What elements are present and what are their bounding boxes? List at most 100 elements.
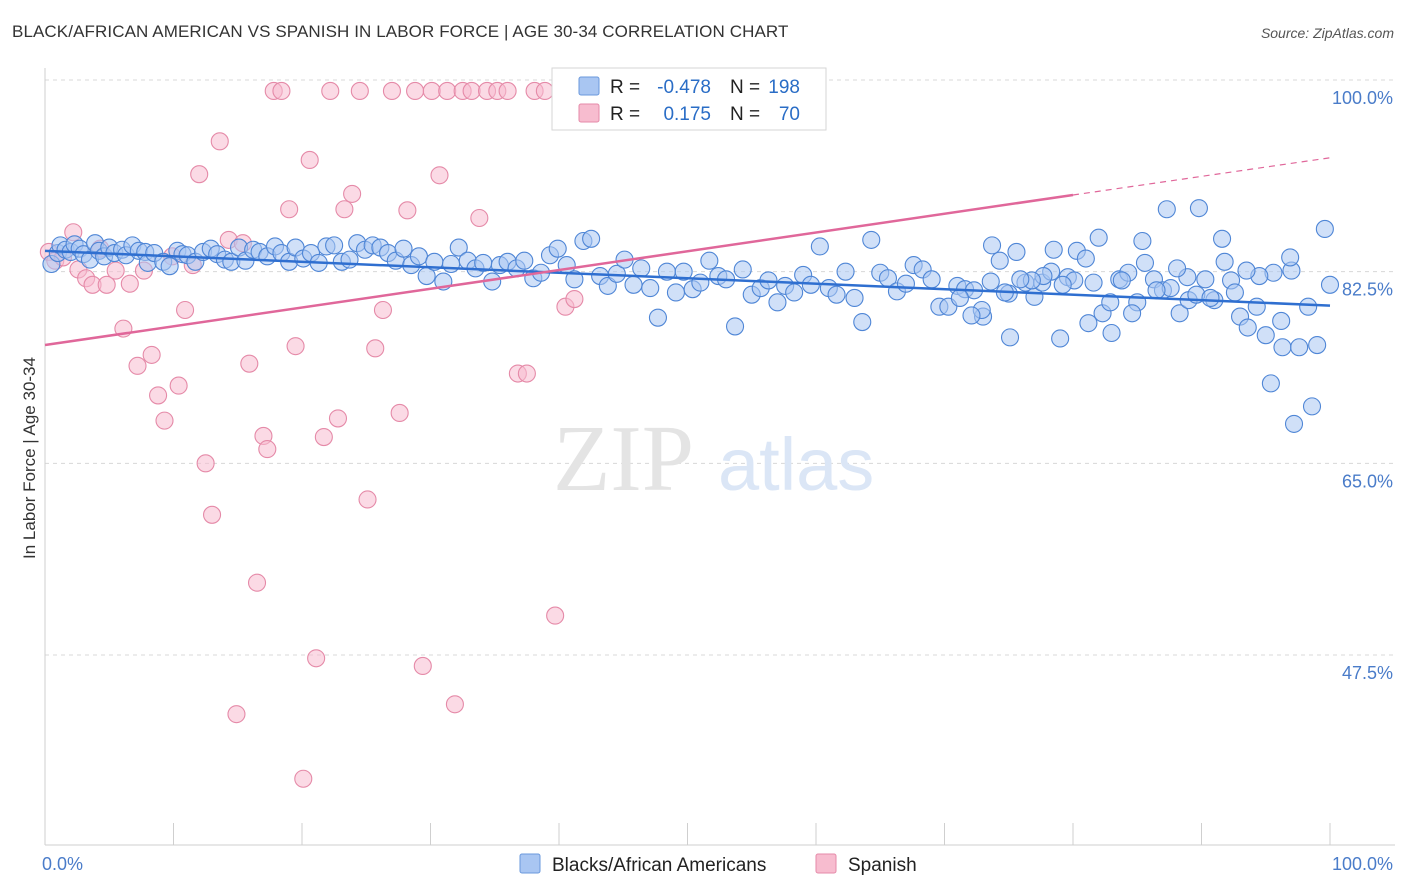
black-point-151 bbox=[1213, 229, 1232, 248]
spanish-trend-extension bbox=[1072, 157, 1331, 196]
spanish-point-45 bbox=[358, 490, 377, 509]
spanish-point-34 bbox=[280, 200, 299, 219]
spanish-point-16 bbox=[155, 411, 174, 430]
legend-n-label-1: N = bbox=[730, 77, 760, 98]
black-point-172 bbox=[1225, 283, 1244, 302]
black-point-132 bbox=[1051, 329, 1070, 348]
spanish-point-48 bbox=[382, 81, 402, 101]
spanish-point-56 bbox=[445, 695, 464, 714]
black-point-136 bbox=[1084, 273, 1103, 292]
spanish-point-11 bbox=[120, 274, 139, 293]
black-point-47 bbox=[340, 250, 359, 269]
black-point-45 bbox=[325, 236, 344, 255]
legend-r-value-2: 0.175 bbox=[663, 104, 711, 125]
black-point-197 bbox=[950, 288, 969, 308]
legend-n-value-2: 70 bbox=[779, 104, 800, 125]
black-point-22 bbox=[160, 257, 179, 276]
black-point-142 bbox=[1135, 253, 1155, 272]
black-point-135 bbox=[1076, 249, 1095, 268]
x-tick-label-1: 100.0% bbox=[1332, 854, 1393, 874]
bottom-legend-label-pink: Spanish bbox=[848, 855, 917, 876]
spanish-point-31 bbox=[258, 440, 277, 459]
spanish-point-39 bbox=[314, 427, 333, 447]
spanish-point-40 bbox=[321, 81, 340, 101]
black-point-82 bbox=[624, 275, 643, 294]
black-point-155 bbox=[1247, 297, 1266, 316]
bottom-legend-label-blue: Blacks/African Americans bbox=[552, 855, 766, 876]
spanish-point-22 bbox=[196, 454, 215, 473]
black-point-61 bbox=[449, 238, 468, 257]
spanish-point-55 bbox=[438, 81, 457, 101]
spanish-point-26 bbox=[227, 705, 246, 724]
black-point-138 bbox=[1102, 323, 1121, 343]
spanish-point-37 bbox=[300, 150, 319, 170]
spanish-point-58 bbox=[462, 81, 481, 101]
legend: R = -0.478 N = 198 R = 0.175 N = 70 bbox=[551, 67, 827, 131]
spanish-point-51 bbox=[406, 81, 425, 101]
tick-labels: 47.5% 65.0% 82.5% 100.0% 0.0% 100.0% bbox=[42, 88, 1393, 874]
spanish-point-44 bbox=[350, 81, 369, 101]
bottom-legend-swatch-blue bbox=[519, 853, 541, 874]
bottom-legend: Blacks/African Americans Spanish bbox=[519, 853, 917, 876]
watermark-zip: ZIP bbox=[553, 407, 694, 511]
black-point-69 bbox=[515, 251, 534, 270]
bottom-legend-swatch-pink bbox=[815, 853, 837, 874]
black-point-107 bbox=[836, 262, 855, 281]
spanish-point-12 bbox=[128, 356, 147, 375]
spanish-points bbox=[39, 81, 584, 788]
black-point-109 bbox=[853, 312, 872, 332]
black-point-181 bbox=[1123, 304, 1142, 323]
y-tick-label-2: 82.5% bbox=[1342, 280, 1393, 300]
black-point-90 bbox=[691, 273, 710, 292]
black-point-194 bbox=[982, 236, 1002, 255]
spanish-point-42 bbox=[335, 200, 354, 219]
black-point-149 bbox=[1196, 270, 1215, 289]
black-point-167 bbox=[1281, 248, 1300, 267]
y-tick-label-0: 47.5% bbox=[1342, 663, 1393, 683]
black-point-185 bbox=[1079, 314, 1098, 333]
spanish-point-64 bbox=[517, 364, 536, 383]
black-point-101 bbox=[785, 283, 804, 302]
spanish-point-62 bbox=[498, 81, 517, 101]
black-point-94 bbox=[725, 317, 745, 336]
black-point-175 bbox=[1189, 199, 1208, 218]
spanish-point-54 bbox=[430, 166, 449, 185]
legend-r-label-2: R = bbox=[610, 104, 640, 125]
black-point-84 bbox=[641, 279, 660, 298]
black-point-117 bbox=[922, 270, 941, 289]
black-trend-line bbox=[44, 249, 1331, 307]
spanish-point-36 bbox=[294, 769, 313, 788]
spanish-point-66 bbox=[535, 81, 554, 101]
black-point-182 bbox=[1112, 271, 1131, 290]
trend-lines bbox=[44, 157, 1331, 347]
black-point-114 bbox=[896, 274, 916, 293]
spanish-point-35 bbox=[286, 337, 305, 356]
black-point-108 bbox=[845, 288, 864, 308]
spanish-point-52 bbox=[413, 656, 432, 676]
spanish-point-49 bbox=[390, 403, 409, 423]
black-point-171 bbox=[1237, 261, 1256, 280]
spanish-point-69 bbox=[565, 289, 584, 309]
legend-swatch-pink bbox=[578, 103, 600, 123]
spanish-point-41 bbox=[328, 409, 348, 428]
legend-swatch-blue bbox=[578, 76, 600, 96]
black-point-99 bbox=[768, 293, 787, 312]
spanish-point-28 bbox=[240, 354, 259, 373]
black-point-88 bbox=[674, 262, 693, 281]
y-tick-label-1: 65.0% bbox=[1342, 471, 1393, 491]
black-point-183 bbox=[1101, 293, 1120, 312]
black-point-184 bbox=[1089, 228, 1108, 247]
black-point-73 bbox=[548, 239, 567, 258]
black-point-85 bbox=[648, 308, 667, 327]
black-point-95 bbox=[733, 260, 752, 279]
black-point-54 bbox=[394, 239, 413, 258]
chart-title: BLACK/AFRICAN AMERICAN VS SPANISH IN LAB… bbox=[12, 22, 789, 41]
black-point-124 bbox=[981, 272, 1000, 291]
black-point-177 bbox=[1168, 259, 1187, 278]
spanish-point-50 bbox=[398, 201, 417, 220]
black-point-110 bbox=[862, 230, 881, 249]
black-point-127 bbox=[1007, 242, 1026, 262]
black-point-104 bbox=[810, 237, 829, 256]
black-point-75 bbox=[565, 270, 584, 289]
